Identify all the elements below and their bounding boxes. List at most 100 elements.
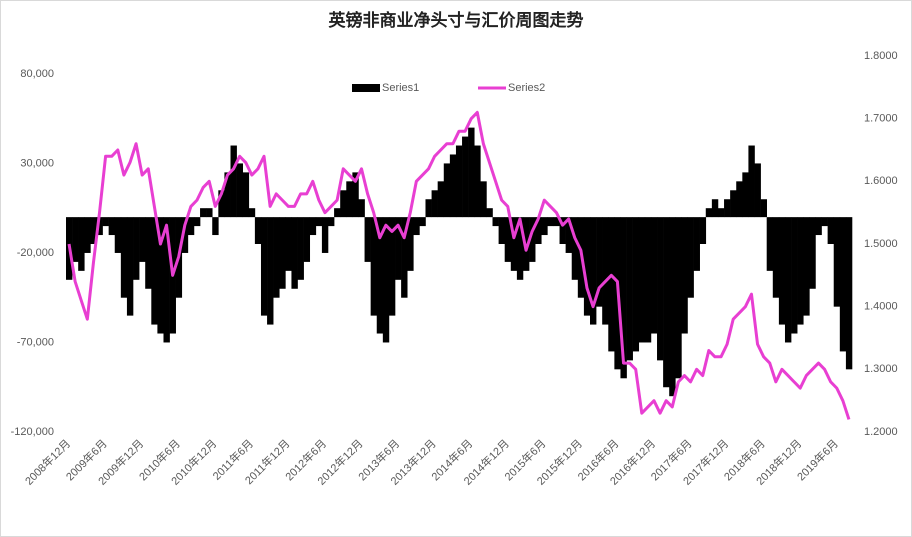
bar xyxy=(133,217,140,280)
bar xyxy=(388,217,396,316)
bar xyxy=(480,181,487,218)
bar xyxy=(242,172,250,218)
bar xyxy=(407,217,414,271)
bar xyxy=(474,145,481,218)
bar xyxy=(778,217,786,325)
bar xyxy=(108,217,116,236)
bar xyxy=(291,217,298,289)
bar xyxy=(772,217,780,298)
bar xyxy=(120,217,128,298)
y2-tick-label: 1.4000 xyxy=(864,301,898,313)
bar xyxy=(559,217,566,244)
bar xyxy=(236,163,243,218)
y-tick-label: -20,000 xyxy=(17,247,54,259)
y-tick-label: -120,000 xyxy=(11,426,54,438)
bar xyxy=(248,208,256,218)
bar xyxy=(803,217,810,316)
bar xyxy=(218,190,225,218)
bar xyxy=(462,136,469,218)
legend-label: Series2 xyxy=(508,82,545,94)
bar xyxy=(711,199,719,218)
bar xyxy=(590,217,597,325)
bar xyxy=(486,208,493,218)
bar xyxy=(157,217,164,334)
bar xyxy=(815,217,822,236)
bar xyxy=(638,217,646,343)
bar xyxy=(72,217,79,262)
bar xyxy=(431,190,438,218)
bar xyxy=(358,199,365,218)
bar xyxy=(126,217,134,316)
bar xyxy=(181,217,189,253)
bar xyxy=(413,217,420,236)
bar xyxy=(821,217,828,227)
bar xyxy=(657,217,664,361)
bar xyxy=(845,217,853,370)
bar xyxy=(571,217,579,280)
bar xyxy=(583,217,591,316)
bar xyxy=(78,217,85,271)
bar xyxy=(187,217,195,236)
bar xyxy=(321,217,329,253)
bar xyxy=(650,217,658,334)
legend-label: Series1 xyxy=(382,82,419,94)
bar xyxy=(717,208,725,218)
legend-swatch xyxy=(352,84,380,92)
y2-tick-label: 1.2000 xyxy=(864,426,898,438)
bar xyxy=(626,217,633,361)
bar xyxy=(766,217,774,271)
bar xyxy=(809,217,816,289)
y2-tick-label: 1.7000 xyxy=(864,113,898,125)
bar xyxy=(102,217,109,227)
bar xyxy=(395,217,402,280)
bar xyxy=(681,217,688,334)
bar xyxy=(285,217,292,271)
bar xyxy=(230,145,237,218)
y2-tick-label: 1.3000 xyxy=(864,363,898,375)
bar xyxy=(547,217,554,227)
bar xyxy=(346,181,353,218)
bar xyxy=(553,217,560,227)
bar xyxy=(529,217,536,262)
bar xyxy=(425,199,432,218)
bar xyxy=(273,217,280,298)
bar xyxy=(352,172,359,218)
bar xyxy=(139,217,146,262)
bar xyxy=(742,172,749,218)
bar xyxy=(151,217,158,325)
bar xyxy=(267,217,274,325)
bar xyxy=(705,208,713,218)
bar xyxy=(608,217,615,352)
bar xyxy=(791,217,798,334)
bar xyxy=(724,199,731,218)
bar xyxy=(193,217,201,227)
bar xyxy=(565,217,573,253)
bar xyxy=(455,145,463,218)
bar xyxy=(827,217,835,244)
bar xyxy=(96,217,103,236)
bar xyxy=(669,217,676,397)
bar xyxy=(675,217,682,379)
y-tick-label: -70,000 xyxy=(17,336,54,348)
bar xyxy=(145,217,152,289)
bar xyxy=(620,217,627,379)
bar xyxy=(535,217,542,244)
bar xyxy=(730,190,737,218)
bar xyxy=(644,217,652,343)
bar xyxy=(297,217,304,280)
bar xyxy=(364,217,371,262)
y2-tick-label: 1.6000 xyxy=(864,175,898,187)
bar xyxy=(510,217,518,271)
bar xyxy=(663,217,670,388)
bar xyxy=(449,154,457,218)
line xyxy=(67,110,851,420)
bar xyxy=(839,217,847,352)
bar xyxy=(504,217,512,262)
bar xyxy=(541,217,548,236)
bar xyxy=(760,199,767,218)
bar xyxy=(468,127,475,218)
bar xyxy=(693,217,700,271)
bar xyxy=(260,217,268,316)
chart-title: 英镑非商业净头寸与汇价周图走势 xyxy=(329,10,584,30)
